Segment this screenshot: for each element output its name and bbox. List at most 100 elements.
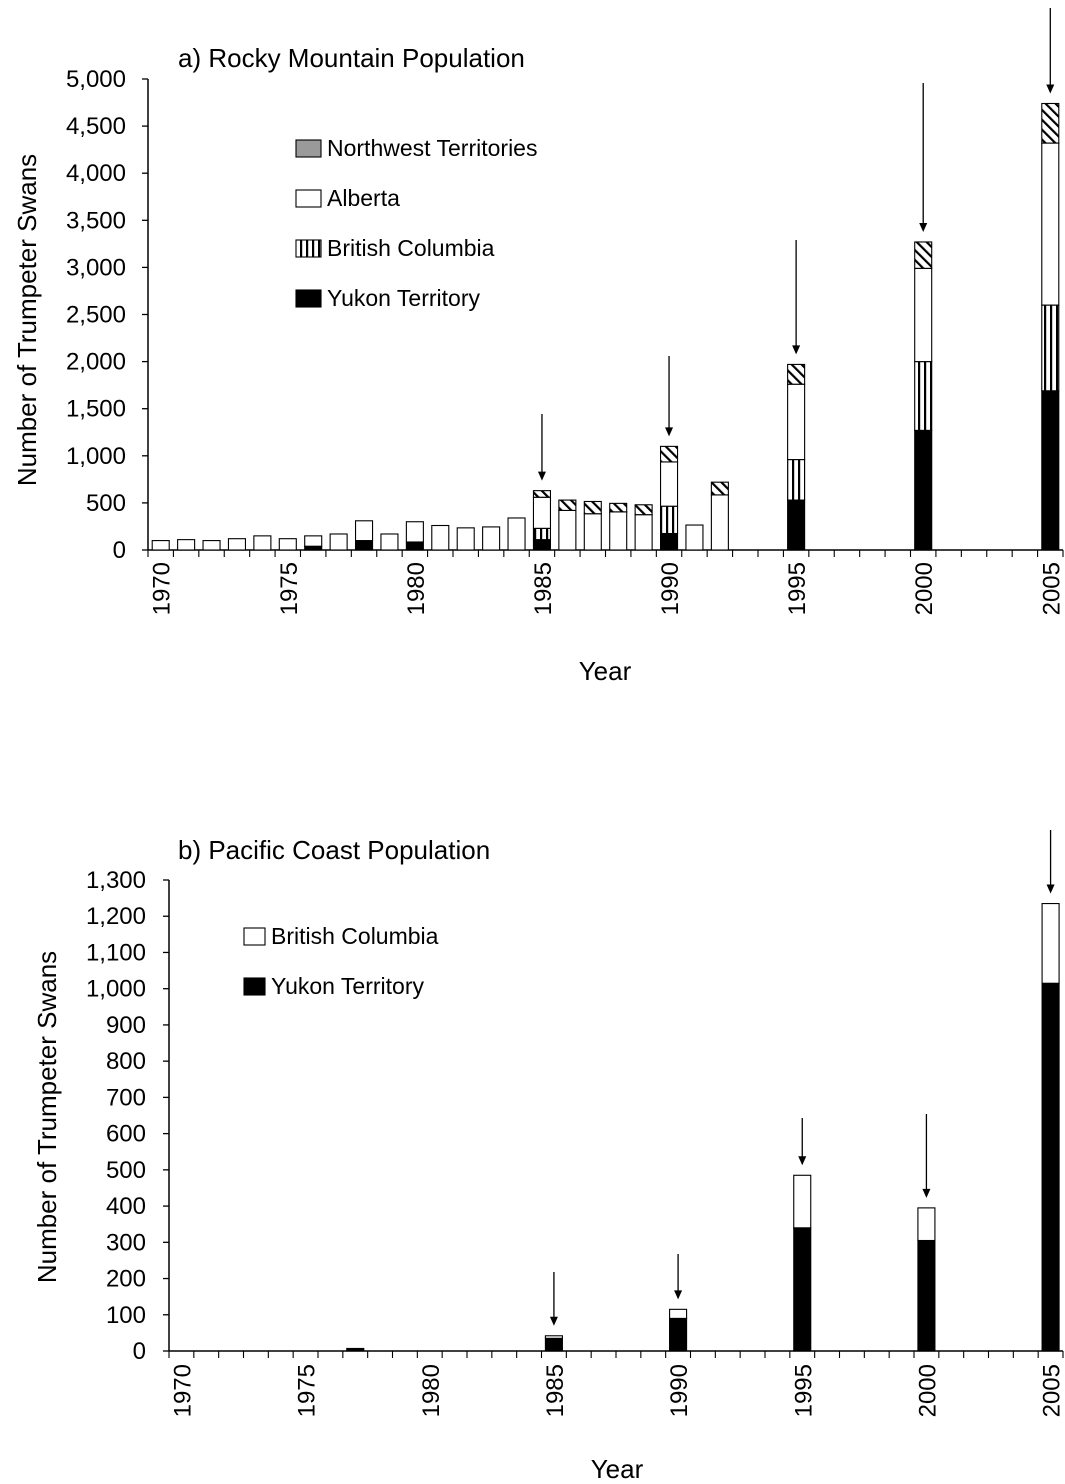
x-tick-label: 1990	[657, 562, 684, 615]
y-tick-label: 600	[106, 1121, 146, 1148]
bar-segment	[583, 513, 602, 551]
y-tick-label: 0	[133, 1338, 146, 1365]
bar-segment	[482, 526, 501, 551]
legend-item: Yukon Territory	[243, 973, 424, 999]
bar-segment	[793, 1174, 812, 1229]
arrow-indicator	[919, 83, 928, 232]
bar-segment	[304, 545, 323, 551]
bar-segment	[1041, 102, 1060, 144]
bar-segment	[456, 527, 475, 551]
bar-segment	[304, 535, 323, 547]
bar-segment	[669, 1308, 688, 1319]
y-tick-label: 100	[106, 1302, 146, 1329]
y-tick-label: 2,000	[66, 349, 126, 376]
bar-segment	[544, 1337, 563, 1352]
survey-arrows	[549, 830, 1055, 1326]
y-tick-label: 1,300	[86, 867, 146, 894]
bar-segment	[787, 499, 806, 551]
y-tick-label: 0	[113, 537, 126, 564]
bar-segment	[669, 1317, 688, 1352]
chart-title: b) Pacific Coast Population	[178, 835, 490, 865]
chart-pacific-coast: b) Pacific Coast Population Number of Tr…	[32, 830, 1065, 1484]
legend-swatch	[295, 139, 322, 158]
survey-arrows	[537, 8, 1055, 481]
axes: 0 100 200 300 400 500 600 700 800 900 1,000 1,100 1,…	[86, 867, 1065, 1417]
x-tick-label: 1975	[276, 562, 303, 615]
y-tick-label: 1,000	[66, 443, 126, 470]
legend: British Columbia Yukon Territory	[243, 923, 439, 999]
x-axis-label: Year	[579, 656, 632, 686]
y-axis-label: Number of Trumpeter Swans	[32, 951, 62, 1283]
x-tick-label: 2000	[914, 1364, 941, 1417]
bar-segment	[583, 500, 602, 515]
bar-segment	[532, 490, 552, 498]
arrow-indicator	[665, 356, 674, 437]
legend: Northwest Territories Alberta British Co…	[295, 135, 537, 311]
legend-swatch	[243, 977, 266, 996]
x-tick-label: 1995	[784, 562, 811, 615]
y-tick-label: 4,000	[66, 160, 126, 187]
y-tick-label: 3,500	[66, 207, 126, 234]
legend-item: British Columbia	[295, 235, 495, 261]
x-tick-label: 1985	[542, 1364, 569, 1417]
bar-segment	[917, 1239, 936, 1352]
y-tick-label: 300	[106, 1229, 146, 1256]
bar-segment	[1041, 304, 1060, 392]
y-tick-label: 4,500	[66, 113, 126, 140]
x-tick-label: 1980	[418, 1364, 445, 1417]
bar-segment	[914, 267, 933, 363]
bar-segment	[659, 505, 679, 535]
bars	[151, 102, 1060, 551]
legend-item: Yukon Territory	[295, 285, 480, 311]
y-tick-label: 1,200	[86, 903, 146, 930]
bar-segment	[1041, 390, 1060, 551]
y-tick-label: 1,100	[86, 939, 146, 966]
x-axis-label: Year	[591, 1454, 644, 1484]
arrow-indicator	[1046, 830, 1055, 894]
legend-label: Alberta	[327, 185, 400, 211]
legend-label: Yukon Territory	[327, 285, 480, 311]
legend-item: Northwest Territories	[295, 135, 537, 161]
y-tick-label: 3,000	[66, 254, 126, 281]
x-tick-label: 1980	[403, 562, 430, 615]
bar-segment	[346, 1347, 365, 1352]
bar-segment	[380, 533, 399, 551]
bar-segment	[558, 499, 577, 511]
bar-segment	[177, 539, 196, 551]
bar-segment	[1041, 982, 1060, 1352]
y-tick-label: 1,000	[86, 976, 146, 1003]
chart-rocky-mountain: a) Rocky Mountain Population Number of T…	[12, 8, 1065, 686]
x-tick-label: 1970	[149, 562, 176, 615]
bar-segment	[659, 532, 679, 551]
legend-swatch	[243, 927, 266, 946]
bar-segment	[202, 540, 221, 551]
bar-segment	[431, 524, 450, 551]
bar-segment	[914, 429, 933, 551]
y-tick-label: 800	[106, 1048, 146, 1075]
bar-segment	[354, 520, 374, 542]
legend-label: British Columbia	[327, 235, 495, 261]
y-tick-label: 500	[86, 490, 126, 517]
bar-segment	[609, 502, 628, 513]
chart-title: a) Rocky Mountain Population	[178, 43, 525, 73]
legend-swatch	[295, 189, 322, 208]
arrow-indicator	[798, 1118, 807, 1166]
x-tick-label: 1970	[169, 1364, 196, 1417]
arrow-indicator	[549, 1272, 558, 1326]
bar-segment	[151, 540, 170, 551]
legend-label: Northwest Territories	[327, 135, 537, 161]
bars	[346, 902, 1060, 1352]
bar-segment	[1041, 902, 1060, 984]
arrow-indicator	[922, 1114, 931, 1198]
arrow-indicator	[1046, 8, 1055, 94]
y-tick-label: 5,000	[66, 66, 126, 93]
bar-segment	[659, 445, 679, 463]
bar-segment	[227, 538, 247, 551]
bar-segment	[914, 361, 933, 431]
bar-segment	[793, 1227, 812, 1352]
bar-segment	[532, 527, 552, 541]
legend-label: Yukon Territory	[271, 973, 424, 999]
bar-segment	[634, 504, 653, 516]
x-tick-label: 1995	[790, 1364, 817, 1417]
